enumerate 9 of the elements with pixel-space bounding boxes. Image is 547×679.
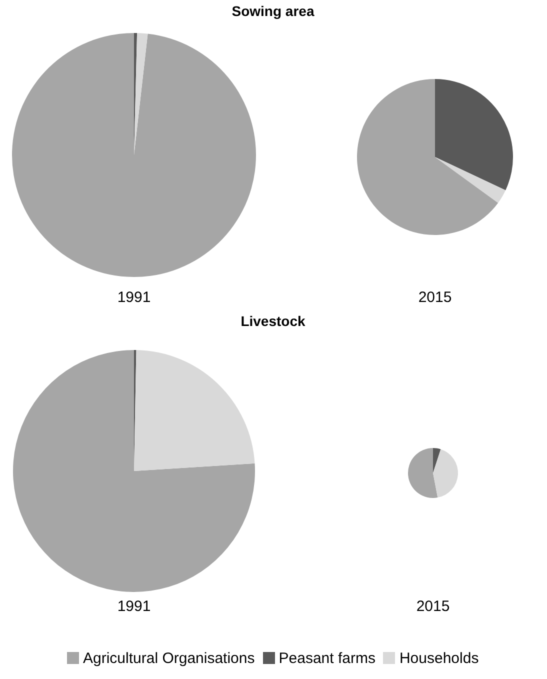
- text: 2015: [418, 289, 452, 306]
- legend-label: Agricultural Organisations: [82, 650, 255, 667]
- text: 1991: [117, 598, 151, 615]
- legend-label: Households: [398, 650, 479, 667]
- text: 2015: [416, 598, 450, 615]
- text: 1991: [117, 289, 151, 306]
- legend-label: Peasant farms: [278, 650, 376, 667]
- chart-title: Sowing area: [232, 3, 314, 19]
- chart-title: Livestock: [240, 313, 306, 329]
